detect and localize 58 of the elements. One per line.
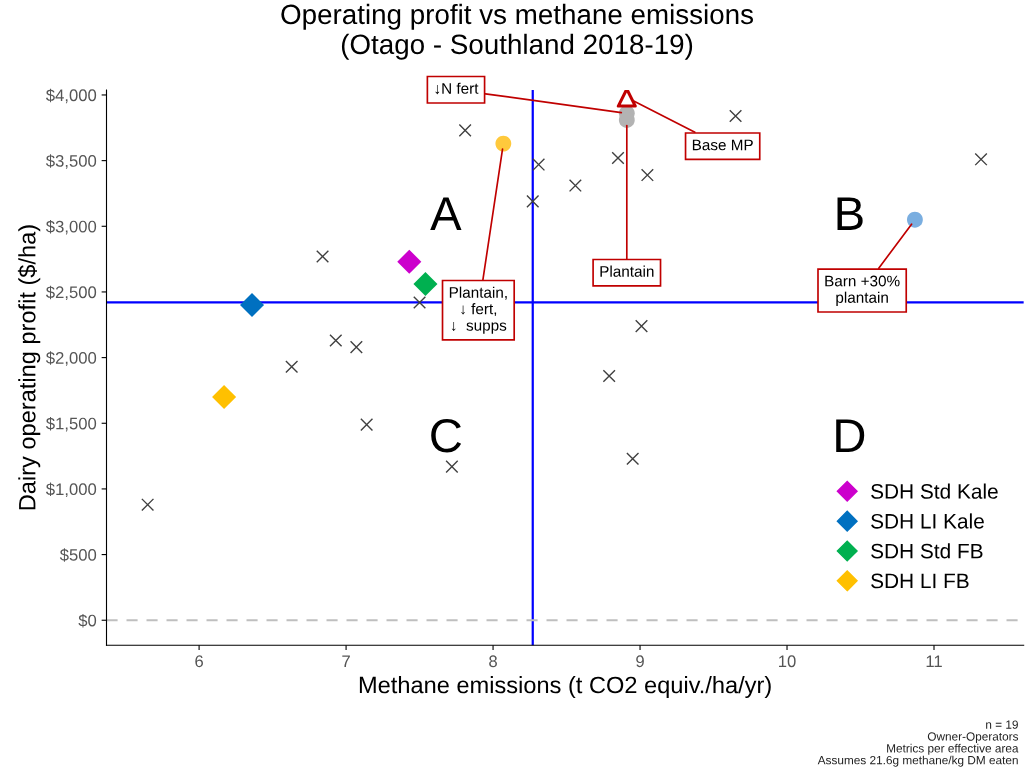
point bbox=[316, 249, 330, 263]
point bbox=[526, 194, 540, 208]
legend-label: SDH Std Kale bbox=[871, 483, 998, 499]
y-tick-label: $3,000 bbox=[45, 219, 97, 235]
point bbox=[626, 452, 640, 466]
y-axis-title: Dairy operating profit ($/ha) bbox=[17, 225, 41, 510]
y-tick-label: $1,500 bbox=[45, 416, 97, 432]
x-tick-label: 10 bbox=[779, 655, 796, 668]
point bbox=[640, 168, 654, 182]
x-tick-label: 8 bbox=[489, 655, 497, 668]
point bbox=[495, 135, 512, 152]
annotation: Base MP bbox=[692, 139, 753, 151]
x-tick-label: 6 bbox=[195, 655, 203, 668]
point bbox=[141, 498, 155, 512]
y-tick-label: $1,000 bbox=[45, 482, 97, 498]
annotation: Barn +30% plantain bbox=[825, 275, 900, 306]
point bbox=[413, 295, 427, 309]
annotation: Plantain bbox=[600, 265, 654, 277]
annotation: B bbox=[837, 197, 863, 230]
point bbox=[532, 158, 546, 172]
annotation: D bbox=[836, 419, 865, 452]
annotation: A bbox=[430, 197, 462, 230]
y-tick-label: $500 bbox=[59, 548, 97, 562]
x-tick-label: 9 bbox=[636, 655, 644, 668]
text: n = 19 Owner-Operators Metrics per effective area Assumes 21.6g methane/kg DM eaten bbox=[817, 720, 1019, 767]
point bbox=[616, 89, 637, 108]
legend-label: SDH Std FB bbox=[871, 543, 983, 559]
legend-label: SDH LI Kale bbox=[871, 513, 984, 529]
point bbox=[397, 249, 422, 274]
x-tick-label: 7 bbox=[342, 655, 350, 667]
y-tick-label: $3,500 bbox=[45, 154, 97, 169]
legend-label: SDH LI FB bbox=[871, 573, 969, 589]
x-tick-label: 11 bbox=[926, 655, 942, 667]
point bbox=[349, 340, 363, 354]
point bbox=[360, 418, 374, 432]
point bbox=[568, 179, 582, 193]
y-tick-label: $4,000 bbox=[45, 88, 97, 104]
point bbox=[729, 109, 743, 123]
point bbox=[239, 293, 265, 318]
annotation: Plantain, ↓ fert, ↓ supps bbox=[449, 286, 507, 334]
chart-title: Operating profit vs methane emissions (Otago - Southland 2018-19) bbox=[281, 3, 754, 60]
point bbox=[458, 123, 472, 137]
point bbox=[445, 460, 459, 474]
y-tick-label: $2,500 bbox=[45, 285, 97, 301]
point bbox=[285, 360, 299, 374]
annotation: C bbox=[431, 419, 462, 453]
y-tick-label: $0 bbox=[78, 613, 97, 628]
point bbox=[635, 319, 649, 333]
y-tick-label: $2,000 bbox=[45, 351, 97, 366]
annotation: ↓N fert bbox=[435, 82, 479, 95]
point bbox=[611, 151, 625, 165]
point bbox=[602, 369, 616, 383]
point bbox=[906, 211, 923, 228]
point bbox=[212, 384, 237, 410]
point bbox=[413, 272, 438, 297]
point bbox=[329, 334, 343, 348]
point bbox=[974, 152, 988, 166]
x-axis-title: Methane emissions (t CO2 equiv./ha/yr) bbox=[359, 676, 771, 699]
